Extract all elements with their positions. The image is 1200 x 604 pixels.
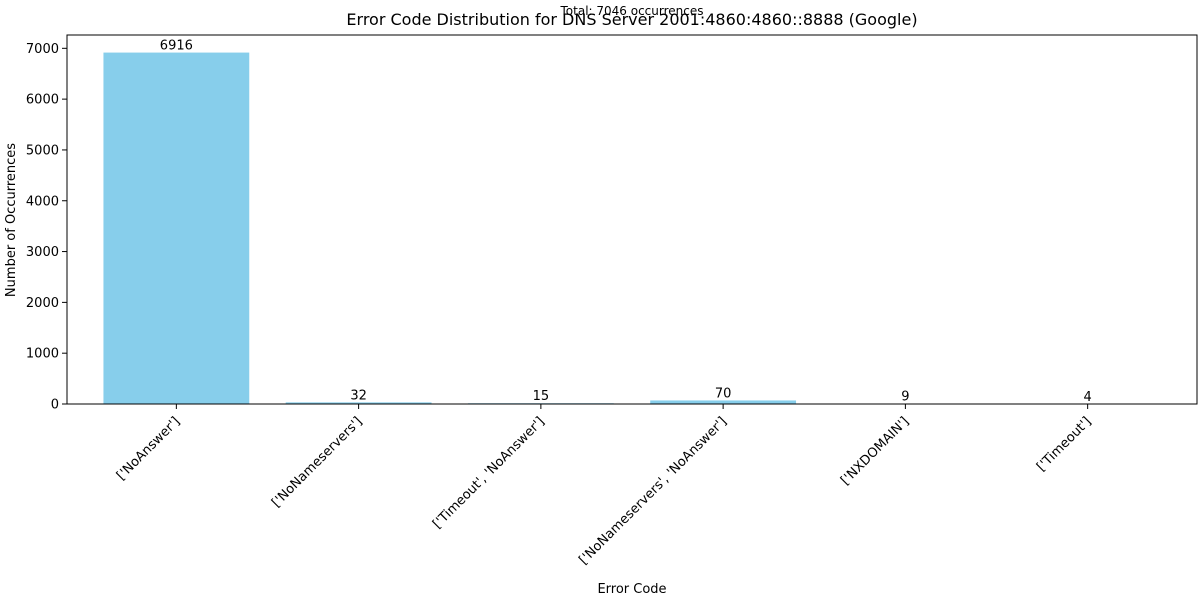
x-tick-label: ['NoNameservers', 'NoAnswer'] [576,414,730,568]
x-tick-label: ['NoAnswer'] [114,414,183,483]
y-tick-label: 5000 [26,143,59,158]
y-tick-label: 6000 [26,93,59,108]
x-tick-label: ['Timeout'] [1034,414,1094,474]
x-tick-label: ['NoNameservers'] [269,414,365,510]
x-tick-label: ['Timeout', 'NoAnswer'] [430,414,548,532]
bar-labels-group: 6916 32 15 70 9 4 [160,39,1092,405]
x-axis-title: Error Code [597,582,666,597]
y-tick-label: 2000 [26,296,59,311]
y-axis-title: Number of Occurrences [4,143,19,297]
bar [103,53,249,404]
x-axis: ['NoAnswer'] ['NoNameservers'] ['Timeout',… [114,404,1094,568]
y-tick-label: 4000 [26,194,59,209]
bar-value-label: 9 [901,390,909,405]
y-tick-label: 0 [51,398,59,413]
bar-value-label: 4 [1084,390,1092,405]
bar-value-label: 70 [715,386,732,401]
bar-value-label: 15 [533,389,550,404]
y-axis: 0 1000 2000 3000 4000 5000 6000 7000 [26,42,67,413]
bar-value-label: 6916 [160,39,193,54]
y-tick-label: 1000 [26,347,59,362]
x-tick-label: ['NXDOMAIN'] [838,414,912,488]
bars-group [103,53,1160,404]
y-tick-label: 3000 [26,245,59,260]
bar-value-label: 32 [350,388,367,403]
chart-subtitle: Total: 7046 occurrences [560,4,704,18]
y-tick-label: 7000 [26,42,59,57]
